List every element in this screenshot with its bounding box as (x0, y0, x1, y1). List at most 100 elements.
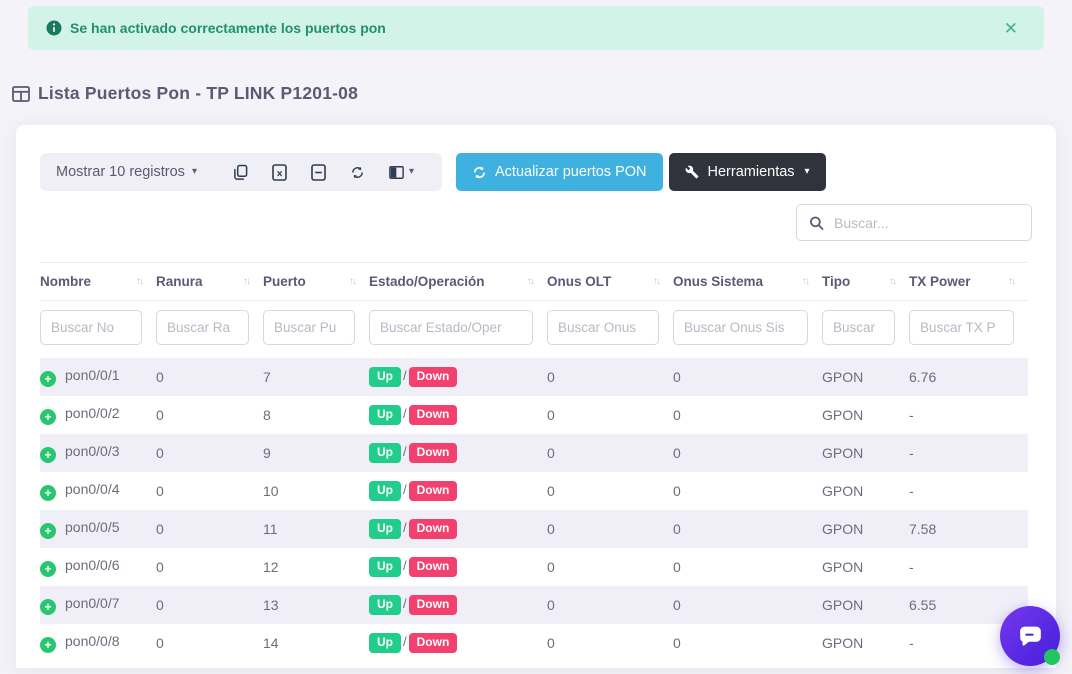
port-down-badge[interactable]: Down (409, 367, 458, 386)
port-name: pon0/0/1 (65, 367, 120, 383)
table-row: +pon0/0/6012Up/Down00GPON- (40, 548, 1028, 586)
cell-nombre: + pon0/0/8 (40, 624, 156, 662)
column-visibility-button[interactable]: ▾ (377, 165, 426, 180)
column-header-tipo[interactable]: Tipo ↑↓ (822, 263, 909, 301)
search-icon (809, 215, 824, 230)
filter-input-ranura[interactable] (156, 310, 249, 345)
expand-row-icon[interactable]: + (40, 599, 56, 615)
expand-row-icon[interactable]: + (40, 409, 56, 425)
port-up-badge[interactable]: Up (369, 633, 401, 652)
caret-down-icon: ▾ (805, 167, 810, 177)
filter-cell (156, 301, 263, 359)
port-name: pon0/0/3 (65, 443, 120, 459)
update-pon-ports-button[interactable]: Actualizar puertos PON (456, 153, 663, 191)
badge-separator: / (403, 368, 407, 383)
chat-widget-button[interactable] (1000, 606, 1060, 666)
column-label: Tipo (822, 274, 850, 289)
column-header-nombre[interactable]: Nombre ↑↓ (40, 263, 156, 301)
expand-row-icon[interactable]: + (40, 637, 56, 653)
column-header-ranura[interactable]: Ranura↑↓ (156, 263, 263, 301)
filter-input-onus_olt[interactable] (547, 310, 659, 345)
cell-puerto: 11 (263, 510, 369, 548)
port-up-badge[interactable]: Up (369, 367, 401, 386)
excel-export-button[interactable] (260, 165, 299, 180)
cell-tipo: GPON (822, 472, 909, 510)
port-up-badge[interactable]: Up (369, 481, 401, 500)
cell-nombre: + pon0/0/4 (40, 472, 156, 510)
port-down-badge[interactable]: Down (409, 557, 458, 576)
cell-onus-olt: 0 (547, 396, 673, 434)
cell-nombre: +pon0/0/6 (40, 548, 156, 586)
badge-separator: / (403, 596, 407, 611)
cell-ranura: 0 (156, 624, 263, 662)
table-row: +pon0/0/8014Up/Down00GPON- (40, 624, 1028, 662)
sort-icon: ↑↓ (889, 276, 895, 287)
port-down-badge[interactable]: Down (409, 595, 458, 614)
success-alert: Se han activado correctamente los puerto… (28, 6, 1044, 50)
filter-input-puerto[interactable] (263, 310, 355, 345)
expand-row-icon[interactable]: + (40, 447, 56, 463)
cell-onus-olt: 0 (547, 358, 673, 396)
expand-row-icon[interactable]: + (40, 371, 56, 387)
column-label: Nombre (40, 274, 91, 289)
cell-estado-operacion: Up/Down (369, 434, 547, 472)
port-down-badge[interactable]: Down (409, 481, 458, 500)
alert-close-button[interactable]: ✕ (996, 16, 1026, 41)
table-row: +pon0/0/5011Up/Down00GPON7.58 (40, 510, 1028, 548)
badge-separator: / (403, 406, 407, 421)
refresh-icon (350, 165, 365, 180)
filter-cell (822, 301, 909, 359)
port-up-badge[interactable]: Up (369, 519, 401, 538)
port-name: pon0/0/4 (65, 481, 120, 497)
filter-input-estado_operacion[interactable] (369, 310, 533, 345)
port-down-badge[interactable]: Down (409, 633, 458, 652)
column-header-onus_sistema[interactable]: Onus Sistema↑↓ (673, 263, 822, 301)
filter-cell (40, 301, 156, 359)
filter-input-onus_sistema[interactable] (673, 310, 808, 345)
column-header-onus_olt[interactable]: Onus OLT↑↓ (547, 263, 673, 301)
cell-puerto: 8 (263, 396, 369, 434)
column-header-tx_power[interactable]: TX Power↑↓ (909, 263, 1028, 301)
expand-row-icon[interactable]: + (40, 523, 56, 539)
records-per-page-dropdown[interactable]: Mostrar 10 registros ▾ (56, 164, 197, 180)
sort-icon: ↑↓ (802, 276, 808, 287)
port-up-badge[interactable]: Up (369, 557, 401, 576)
filter-input-nombre[interactable] (40, 310, 142, 345)
badge-separator: / (403, 634, 407, 649)
expand-row-icon[interactable]: + (40, 561, 56, 577)
cell-estado-operacion: Up/Down (369, 586, 547, 624)
column-header-estado_operacion[interactable]: Estado/Operación↑↓ (369, 263, 547, 301)
cell-ranura: 0 (156, 434, 263, 472)
port-up-badge[interactable]: Up (369, 595, 401, 614)
cell-nombre: + pon0/0/1 (40, 358, 156, 396)
filter-input-tx_power[interactable] (909, 310, 1014, 345)
port-down-badge[interactable]: Down (409, 443, 458, 462)
cell-tx-power: 7.58 (909, 510, 1028, 548)
search-input[interactable] (834, 215, 1019, 231)
filter-cell (547, 301, 673, 359)
file-export-button[interactable] (299, 165, 338, 180)
expand-row-icon[interactable]: + (40, 485, 56, 501)
cell-tipo: GPON (822, 510, 909, 548)
cell-ranura: 0 (156, 548, 263, 586)
cell-tx-power: 6.76 (909, 358, 1028, 396)
port-down-badge[interactable]: Down (409, 405, 458, 424)
sort-icon: ↑↓ (136, 276, 142, 287)
tools-label: Herramientas (708, 164, 795, 180)
copy-button[interactable] (221, 165, 260, 180)
cell-onus-sistema: 0 (673, 624, 822, 662)
filter-cell (673, 301, 822, 359)
reload-table-button[interactable] (338, 165, 377, 180)
column-header-puerto[interactable]: Puerto↑↓ (263, 263, 369, 301)
cell-onus-olt: 0 (547, 586, 673, 624)
port-name: pon0/0/8 (65, 633, 120, 649)
tools-dropdown-button[interactable]: Herramientas ▾ (669, 153, 826, 191)
page-header: Lista Puertos Pon - TP LINK P1201-08 (12, 83, 1072, 104)
cell-puerto: 12 (263, 548, 369, 586)
cell-onus-sistema: 0 (673, 472, 822, 510)
cell-tipo: GPON (822, 396, 909, 434)
filter-input-tipo[interactable] (822, 310, 895, 345)
port-up-badge[interactable]: Up (369, 405, 401, 424)
port-down-badge[interactable]: Down (409, 519, 458, 538)
port-up-badge[interactable]: Up (369, 443, 401, 462)
